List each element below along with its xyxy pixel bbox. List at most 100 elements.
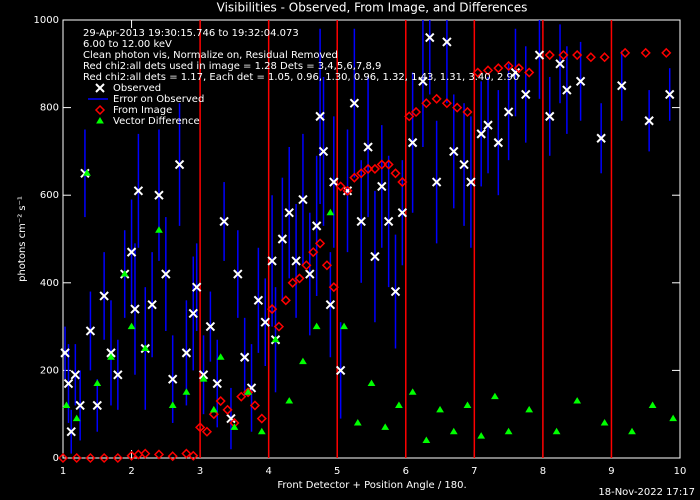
observed-point [113,370,123,380]
observed-point [60,348,70,358]
image-point [201,426,213,437]
x-tick-label: 5 [334,466,340,477]
y-tick-label: 800 [40,103,59,114]
observed-point [325,299,336,310]
difference-point [422,436,431,443]
observed-point [85,326,96,336]
observed-point [70,370,81,380]
difference-point [491,392,499,400]
difference-point [155,226,163,233]
image-point [287,277,298,288]
image-point [335,181,346,192]
observed-point [329,177,339,187]
difference-point [408,388,417,395]
observed-point [370,251,380,262]
image-point [236,391,247,402]
difference-point [340,322,348,330]
y-tick-label: 0 [53,453,59,464]
image-point [620,47,631,58]
observed-point [298,194,308,205]
difference-point [244,388,252,395]
observed-point [239,352,250,362]
x-axis-label: Front Detector + Position Angle / 180. [277,480,466,491]
difference-point [107,353,115,360]
image-point [482,65,494,76]
observed-point [284,208,294,218]
observed-point [305,269,315,279]
image-point [99,452,110,464]
image-point [256,413,267,424]
observed-point [99,291,109,301]
difference-point [669,414,678,422]
x-tick-label: 7 [471,466,477,477]
image-point [321,260,332,271]
y-tick-label: 1000 [34,15,59,26]
image-point [208,409,219,420]
observed-point [147,299,157,310]
x-tick-label: 6 [403,466,409,477]
observed-point [431,177,442,187]
difference-point [648,401,657,408]
observed-point [407,137,418,148]
difference-point [299,357,307,365]
observed-point [205,321,216,332]
legend-swatch [96,117,104,124]
annotation: 6.00 to 12.00 keV [83,39,172,50]
legend-label: Error on Observed [113,94,204,105]
observed-point [133,186,144,196]
image-point [280,295,291,306]
plot-frame [62,19,681,459]
x-tick-label: 10 [674,466,687,477]
image-point [188,450,199,461]
observed-point [63,378,74,389]
observed-point [644,116,654,126]
image-point [369,163,380,174]
image-point [57,452,69,464]
x-tick-label: 8 [540,466,546,477]
chart-title: Visibilities - Observed, From Image, and… [217,1,528,15]
observed-point [126,247,137,257]
legend-label: Observed [113,83,161,94]
image-point [599,52,610,63]
difference-point [72,414,81,422]
image-point [431,93,442,104]
image-point [215,395,226,407]
observed-point [167,374,178,384]
image-point [462,106,473,118]
observed-point [260,317,270,327]
observed-point [267,256,277,266]
image-point [71,452,82,464]
observed-point [130,304,140,314]
annotation: Red chi2:all dets = 1.17, Each det = 1.0… [83,72,519,83]
image-point [363,163,374,174]
footer-date: 18-Nov-2022 17:17 [598,487,695,498]
difference-point [271,335,280,343]
image-point [167,451,178,462]
x-tick-label: 3 [197,466,203,477]
observed-point [493,137,504,148]
difference-point [257,427,266,435]
observed-point [75,400,85,411]
difference-point [141,344,150,351]
observed-point [397,208,408,218]
observed-point [545,111,555,122]
image-point [513,63,524,74]
difference-point [127,322,136,330]
observed-point [161,269,171,279]
observed-point [562,85,572,95]
observed-point [349,98,360,108]
image-point [153,449,165,460]
image-point [273,321,285,332]
observed-point [476,129,486,139]
observed-point [377,181,387,192]
observed-point [253,295,264,306]
x-tick-label: 1 [60,466,66,477]
difference-point [120,270,129,277]
observed-point [425,32,435,43]
image-point [441,98,452,109]
x-tick-label: 4 [265,466,271,477]
observed-point [617,80,627,91]
y-tick-label: 600 [40,190,59,201]
difference-point [216,353,225,360]
